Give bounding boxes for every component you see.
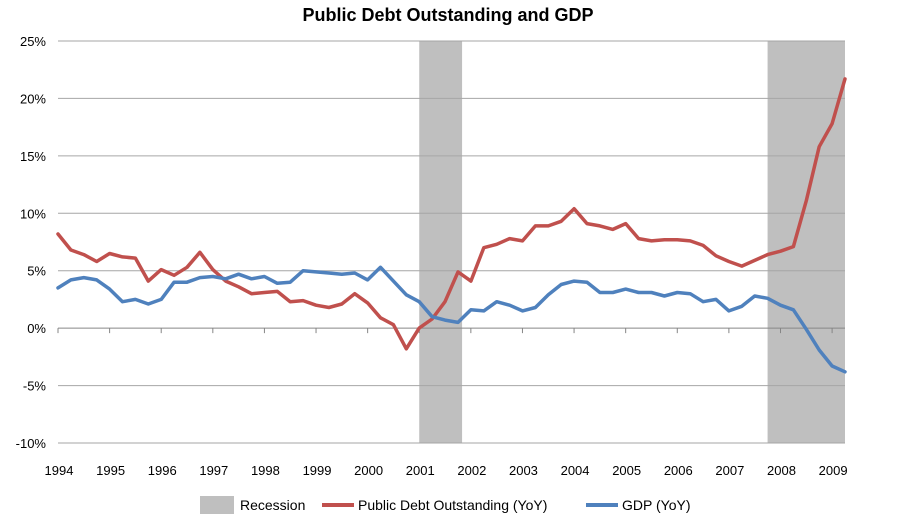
recession-band-1 bbox=[419, 41, 463, 443]
y-tick-label: -5% bbox=[23, 379, 47, 394]
y-tick-label: 25% bbox=[20, 34, 46, 49]
x-tick-label: 2009 bbox=[819, 463, 848, 478]
legend-recession-swatch bbox=[200, 496, 234, 514]
x-tick-label: 2004 bbox=[561, 463, 590, 478]
series-line-public-debt bbox=[56, 77, 847, 351]
y-tick-label: 10% bbox=[20, 206, 46, 221]
x-tick-label: 2000 bbox=[354, 463, 383, 478]
x-tick-label: 1996 bbox=[148, 463, 177, 478]
recession-band-2 bbox=[767, 41, 845, 443]
gridlines bbox=[57, 40, 845, 444]
y-tick-label: 0% bbox=[27, 321, 46, 336]
recession-bands bbox=[419, 41, 845, 443]
y-tick-label: 5% bbox=[27, 264, 46, 279]
x-tick-label: 2003 bbox=[509, 463, 538, 478]
y-tick-label: -10% bbox=[16, 436, 47, 451]
x-tick-label: 1998 bbox=[251, 463, 280, 478]
chart-title: Public Debt Outstanding and GDP bbox=[302, 5, 593, 25]
x-tick-label: 1999 bbox=[303, 463, 332, 478]
series-line-gdp bbox=[56, 265, 847, 374]
x-tick-label: 2006 bbox=[664, 463, 693, 478]
x-tick-label: 1994 bbox=[45, 463, 74, 478]
legend-debt-label: Public Debt Outstanding (YoY) bbox=[358, 497, 547, 513]
x-tick-label: 2007 bbox=[715, 463, 744, 478]
series-lines bbox=[56, 77, 847, 374]
legend-recession-label: Recession bbox=[240, 497, 305, 513]
x-tick-label: 1995 bbox=[96, 463, 125, 478]
x-tick-label: 2005 bbox=[612, 463, 641, 478]
legend: Recession Public Debt Outstanding (YoY) … bbox=[200, 496, 690, 514]
x-tick-label: 2002 bbox=[457, 463, 486, 478]
x-tick-label: 2001 bbox=[406, 463, 435, 478]
legend-gdp-label: GDP (YoY) bbox=[622, 497, 690, 513]
x-tick-label: 2008 bbox=[767, 463, 796, 478]
x-axis-tick-labels: 1994 1995 1996 1997 1998 1999 2000 2001 2002 2003… bbox=[45, 463, 848, 478]
y-axis-tick-labels: -10% -5% 0% 5% 10% 15% 20% 25% bbox=[16, 34, 47, 451]
y-tick-label: 15% bbox=[20, 149, 46, 164]
x-tick-label: 1997 bbox=[199, 463, 228, 478]
y-tick-label: 20% bbox=[20, 91, 46, 106]
